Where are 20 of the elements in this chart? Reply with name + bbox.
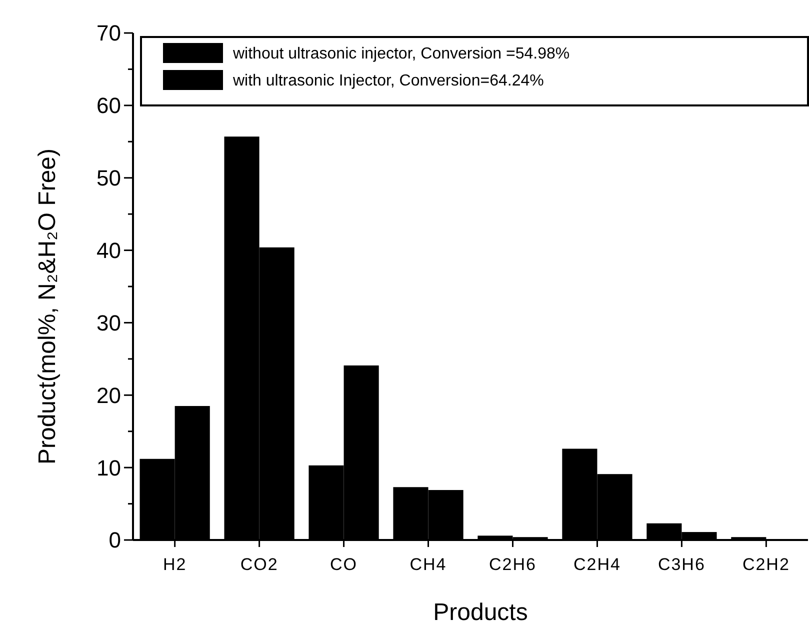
x-axis-title: Products xyxy=(433,599,528,626)
x-tick-label: C2H4 xyxy=(573,555,621,574)
legend-label: without ultrasonic injector, Conversion =54.98% xyxy=(232,46,570,63)
y-tick-label: 10 xyxy=(96,455,121,480)
x-tick-label: C3H6 xyxy=(658,555,706,574)
y-tick-label: 30 xyxy=(96,310,121,336)
y-tick-label: 70 xyxy=(96,20,121,46)
y-tick-label: 50 xyxy=(96,166,121,191)
x-tick-label: H2 xyxy=(162,555,187,574)
legend-label: with ultrasonic Injector, Conversion=64.24% xyxy=(232,72,544,90)
x-tick-label: CH4 xyxy=(410,555,447,574)
x-tick-label: C2H6 xyxy=(489,555,536,574)
y-tick-label: 40 xyxy=(96,238,121,263)
y-tick-label: 60 xyxy=(96,93,121,118)
x-tick-label: C2H2 xyxy=(742,555,790,574)
y-tick-label: 0 xyxy=(108,528,121,553)
x-tick-label: CO xyxy=(330,555,358,574)
y-axis-title: Product(mol%, N₂&H₂O Free) xyxy=(34,148,61,465)
y-tick-label: 20 xyxy=(96,382,121,408)
x-tick-label: CO2 xyxy=(240,555,278,574)
